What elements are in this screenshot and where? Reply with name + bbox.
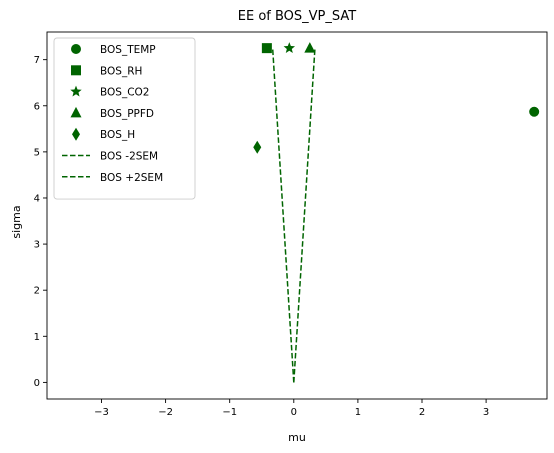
legend: BOS_TEMP BOS_RH BOS_CO2 BOS_PPFD BOS_H BOS -2… [54,38,195,199]
legend-label: BOS_H [100,129,135,141]
x-tick-label: 1 [355,407,361,418]
legend-label: BOS_RH [100,65,142,77]
y-tick-label: 1 [34,332,40,343]
y-tick-label: 6 [34,101,40,112]
legend-marker-square [71,65,81,75]
x-axis-label: mu [288,431,306,444]
series-line-6 [294,48,315,382]
y-axis-label: sigma [10,205,23,238]
y-tick-label: 3 [34,240,40,251]
data-point-circle [529,107,539,117]
x-tick-label: −3 [94,407,109,418]
x-tick-label: −1 [222,407,237,418]
data-point-star [284,42,295,53]
chart-title: EE of BOS_VP_SAT [238,9,357,24]
legend-marker-circle [71,44,81,54]
legend-label: BOS +2SEM [100,172,163,184]
x-tick-label: −2 [158,407,173,418]
legend-label: BOS_PPFD [100,108,154,120]
series-line-5 [273,48,294,382]
y-tick-label: 7 [34,55,40,66]
y-tick-label: 4 [34,193,40,204]
legend-label: BOS_CO2 [100,87,149,99]
data-point-triangle [304,42,315,53]
data-point-diamond [253,141,261,154]
legend-label: BOS -2SEM [100,151,158,163]
x-tick-label: 2 [419,407,425,418]
x-tick-label: 0 [291,407,297,418]
data-point-square [262,43,272,53]
legend-label: BOS_TEMP [100,44,156,56]
y-tick-label: 0 [34,378,40,389]
y-tick-label: 5 [34,147,40,158]
x-tick-label: 3 [483,407,489,418]
y-tick-label: 2 [34,286,40,297]
